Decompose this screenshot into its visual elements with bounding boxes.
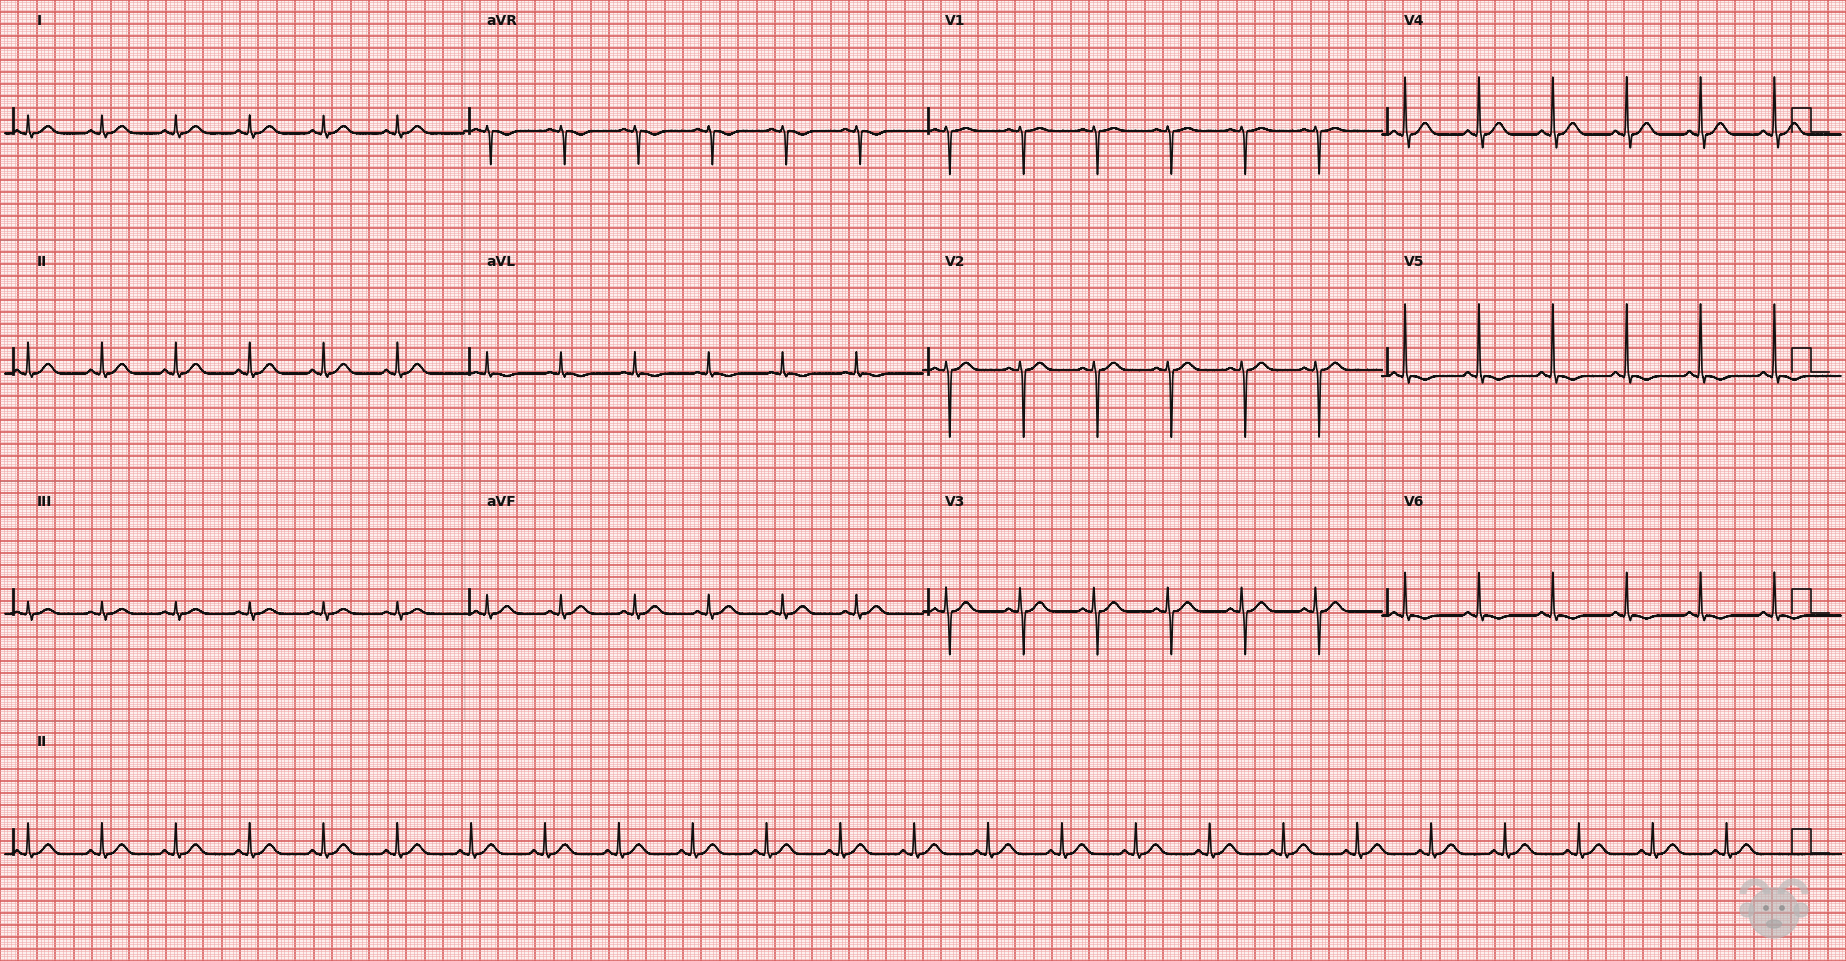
Circle shape — [1763, 906, 1768, 910]
Text: V2: V2 — [945, 255, 965, 269]
Circle shape — [1780, 906, 1785, 910]
Text: V1: V1 — [945, 14, 965, 29]
Text: aVR: aVR — [485, 14, 517, 29]
Text: III: III — [37, 495, 52, 509]
Circle shape — [1748, 888, 1800, 938]
Text: V5: V5 — [1405, 255, 1425, 269]
Text: V3: V3 — [945, 495, 965, 509]
Text: V6: V6 — [1405, 495, 1425, 509]
Text: V4: V4 — [1405, 14, 1425, 29]
Circle shape — [1794, 903, 1807, 917]
Text: II: II — [37, 255, 48, 269]
Text: aVL: aVL — [485, 255, 515, 269]
Circle shape — [1741, 903, 1754, 917]
Text: aVF: aVF — [485, 495, 515, 509]
Ellipse shape — [1767, 920, 1781, 928]
Text: II: II — [37, 735, 48, 750]
Text: I: I — [37, 14, 42, 29]
